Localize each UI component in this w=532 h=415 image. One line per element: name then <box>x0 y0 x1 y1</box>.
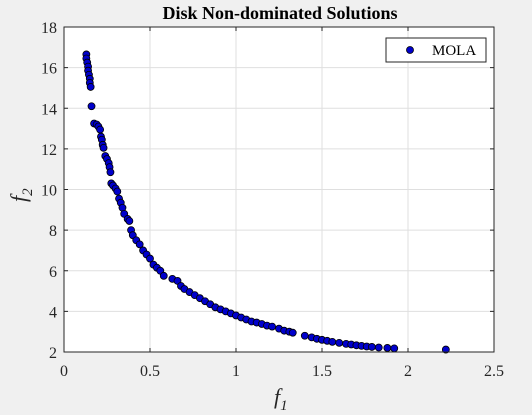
data-point <box>146 254 154 263</box>
data-points <box>82 50 450 354</box>
y-tick-label: 6 <box>49 264 57 281</box>
grid-lines <box>64 27 494 352</box>
data-point <box>300 331 309 340</box>
data-point <box>441 345 450 354</box>
data-point <box>113 187 122 196</box>
data-point <box>135 240 144 249</box>
x-tick-label: 2.5 <box>484 363 504 380</box>
data-point <box>125 217 134 225</box>
data-point <box>86 83 95 91</box>
y-tick-label: 12 <box>41 142 57 159</box>
y-tick-label: 16 <box>41 61 57 78</box>
y-axis-ticks: 2 4 6 8 10 12 14 16 18 <box>41 20 494 362</box>
y-tick-label: 14 <box>41 101 57 118</box>
chart-title: Disk Non-dominated Solutions <box>162 3 397 23</box>
legend-box <box>385 37 487 63</box>
x-axis-ticks: 0 0.5 1 1.5 2 2.5 <box>60 27 504 380</box>
y-tick-label: 18 <box>41 20 57 37</box>
x-axis-label-base: f <box>274 384 283 409</box>
x-tick-label: 1 <box>232 363 240 380</box>
data-point <box>328 337 337 346</box>
x-tick-label: 2 <box>404 363 412 380</box>
x-tick-label: 1.5 <box>312 363 332 380</box>
y-tick-label: 2 <box>49 345 57 362</box>
y-axis-label-base: f <box>6 193 31 202</box>
data-point <box>268 322 277 331</box>
y-tick-label: 4 <box>49 304 57 321</box>
legend-marker-mola <box>406 46 414 54</box>
y-axis-label: f2 <box>6 188 36 202</box>
data-point <box>367 343 376 351</box>
x-axis-label-subscript: 1 <box>280 398 288 414</box>
x-tick-label: 0 <box>60 363 68 380</box>
legend-label-mola: MOLA <box>432 43 476 59</box>
data-point <box>288 328 297 337</box>
data-point <box>96 125 105 134</box>
x-axis-label: f1 <box>274 384 288 414</box>
y-axis-label-group: f2 <box>6 188 36 202</box>
x-tick-label: 0.5 <box>140 363 160 380</box>
data-point <box>335 338 344 347</box>
data-point <box>87 102 96 111</box>
legend: MOLA <box>385 37 487 63</box>
y-tick-label: 10 <box>41 183 57 200</box>
data-point <box>99 143 108 152</box>
data-point <box>390 344 399 353</box>
y-tick-label: 8 <box>49 223 57 240</box>
data-point <box>383 344 392 352</box>
data-point <box>374 343 383 352</box>
data-point <box>159 271 168 280</box>
data-point <box>106 168 115 177</box>
y-axis-label-subscript: 2 <box>20 188 36 196</box>
